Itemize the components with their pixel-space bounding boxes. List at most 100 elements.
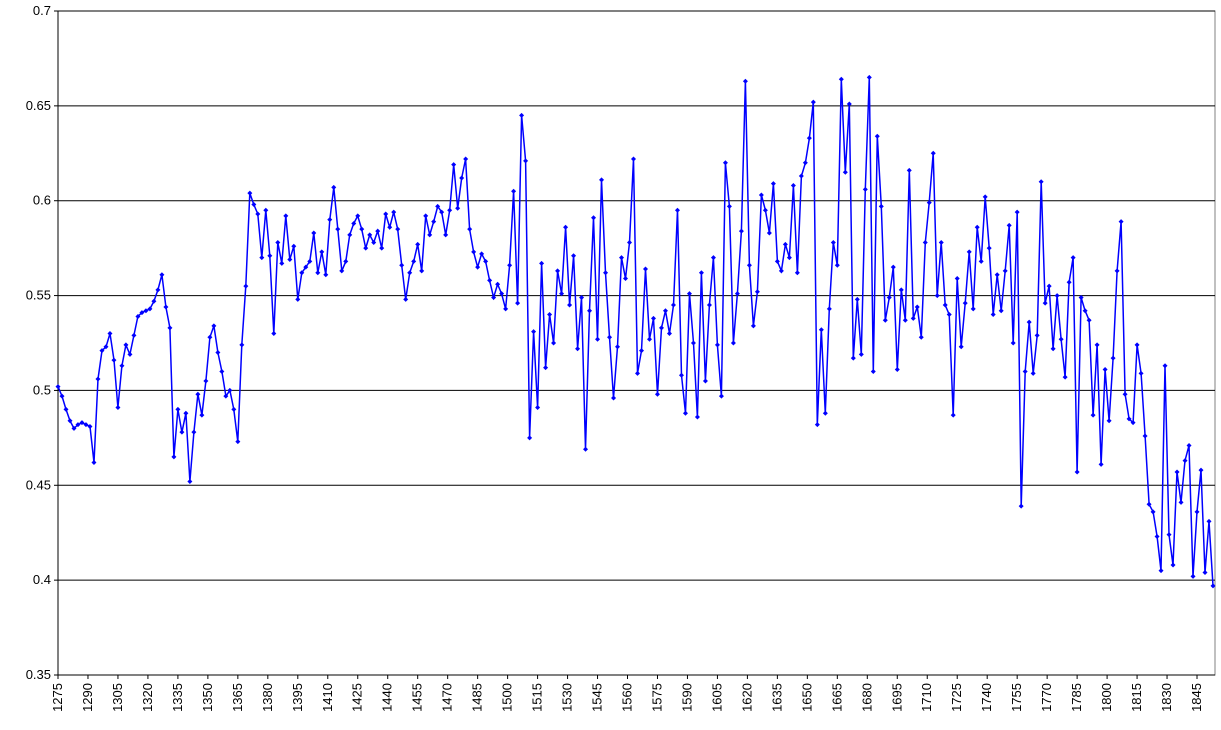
data-point <box>1210 583 1216 589</box>
data-point <box>746 262 752 268</box>
data-point <box>690 340 696 346</box>
data-point <box>650 315 656 321</box>
y-tick-label: 0.35 <box>26 667 51 682</box>
data-point <box>327 217 333 223</box>
data-point <box>1194 509 1200 515</box>
data-point <box>1058 336 1064 342</box>
data-point <box>1042 300 1048 306</box>
data-point <box>311 230 317 236</box>
y-tick-label: 0.55 <box>26 288 51 303</box>
data-point <box>627 239 633 245</box>
data-point <box>595 336 601 342</box>
x-tick-label: 1470 <box>440 683 455 712</box>
data-point <box>447 207 453 213</box>
data-point <box>355 213 361 219</box>
data-point <box>255 211 261 217</box>
data-point <box>718 393 724 399</box>
y-tick-label: 0.7 <box>33 3 51 18</box>
data-point <box>678 372 684 378</box>
data-point <box>1170 562 1176 568</box>
data-point <box>706 302 712 308</box>
data-point <box>247 190 253 196</box>
data-point <box>926 200 932 206</box>
y-tick-label: 0.65 <box>26 98 51 113</box>
data-point <box>722 160 728 166</box>
data-point <box>642 266 648 272</box>
data-point <box>854 296 860 302</box>
data-point <box>219 368 225 374</box>
data-point <box>930 150 936 156</box>
x-tick-label: 1440 <box>380 683 395 712</box>
data-point <box>111 357 117 363</box>
data-point <box>786 255 792 261</box>
data-point <box>1010 340 1016 346</box>
data-point <box>83 422 89 428</box>
data-point <box>714 342 720 348</box>
data-point <box>1082 308 1088 314</box>
data-point <box>994 272 1000 278</box>
data-point <box>1130 420 1136 426</box>
data-point <box>1182 458 1188 464</box>
data-point <box>842 169 848 175</box>
data-point <box>1066 279 1072 285</box>
x-tick-label: 1455 <box>410 683 425 712</box>
x-tick-label: 1740 <box>979 683 994 712</box>
data-point <box>575 346 581 352</box>
data-point <box>902 317 908 323</box>
data-point <box>499 291 505 297</box>
data-point <box>794 270 800 276</box>
x-tick-label: 1365 <box>230 683 245 712</box>
data-point <box>810 99 816 105</box>
data-point <box>802 160 808 166</box>
data-point <box>543 365 549 371</box>
x-tick-label: 1485 <box>470 683 485 712</box>
y-tick-label: 0.5 <box>33 382 51 397</box>
data-point <box>455 205 461 211</box>
data-point <box>283 213 289 219</box>
data-point <box>171 454 177 460</box>
data-point <box>631 156 637 162</box>
data-point <box>1074 469 1080 475</box>
x-tick-label: 1380 <box>260 683 275 712</box>
data-point <box>974 224 980 230</box>
data-point <box>215 349 221 355</box>
data-point <box>682 410 688 416</box>
data-point <box>922 239 928 245</box>
data-point <box>403 296 409 302</box>
data-point <box>1138 370 1144 376</box>
data-point <box>331 184 337 190</box>
data-point <box>778 268 784 274</box>
data-point <box>271 331 277 337</box>
data-line <box>57 77 1214 586</box>
data-point <box>507 262 513 268</box>
data-point <box>990 312 996 318</box>
data-point <box>535 405 541 411</box>
data-point <box>347 232 353 238</box>
data-point <box>55 384 61 390</box>
data-point <box>243 283 249 289</box>
data-point <box>762 207 768 213</box>
data-point <box>966 249 972 255</box>
data-point <box>563 224 569 230</box>
data-point <box>910 315 916 321</box>
data-point <box>411 258 417 264</box>
data-point <box>814 422 820 428</box>
data-point <box>167 325 173 331</box>
data-point <box>143 308 149 314</box>
data-point <box>379 245 385 251</box>
data-point <box>882 317 888 323</box>
data-point <box>818 327 824 333</box>
data-point <box>998 308 1004 314</box>
data-point <box>1030 370 1036 376</box>
data-point <box>615 344 621 350</box>
data-point <box>479 251 485 257</box>
data-point <box>1090 412 1096 418</box>
data-point <box>1106 418 1112 424</box>
data-point <box>1078 294 1084 300</box>
data-point <box>495 281 501 287</box>
data-point <box>471 249 477 255</box>
x-tick-label: 1305 <box>110 683 125 712</box>
data-point <box>391 209 397 215</box>
